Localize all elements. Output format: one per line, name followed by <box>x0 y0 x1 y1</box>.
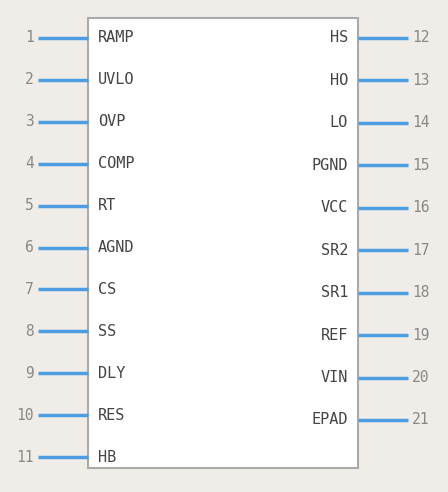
Text: AGND: AGND <box>98 240 134 255</box>
Text: 18: 18 <box>412 285 430 300</box>
Text: RES: RES <box>98 407 125 423</box>
Text: 13: 13 <box>412 73 430 88</box>
Text: 15: 15 <box>412 158 430 173</box>
Text: 2: 2 <box>25 72 34 88</box>
Text: 21: 21 <box>412 412 430 428</box>
Text: 6: 6 <box>25 240 34 255</box>
Text: PGND: PGND <box>311 158 348 173</box>
Text: 3: 3 <box>25 114 34 129</box>
Text: SR2: SR2 <box>321 243 348 258</box>
Text: 19: 19 <box>412 328 430 342</box>
Text: 8: 8 <box>25 324 34 339</box>
Text: VIN: VIN <box>321 370 348 385</box>
Text: OVP: OVP <box>98 114 125 129</box>
Text: SR1: SR1 <box>321 285 348 300</box>
Text: COMP: COMP <box>98 156 134 171</box>
Text: EPAD: EPAD <box>311 412 348 428</box>
Text: 20: 20 <box>412 370 430 385</box>
Text: 17: 17 <box>412 243 430 258</box>
Text: LO: LO <box>330 116 348 130</box>
Text: 5: 5 <box>25 198 34 213</box>
Text: 12: 12 <box>412 31 430 45</box>
Text: 16: 16 <box>412 200 430 215</box>
Text: REF: REF <box>321 328 348 342</box>
Text: 9: 9 <box>25 366 34 381</box>
Text: RT: RT <box>98 198 116 213</box>
Text: DLY: DLY <box>98 366 125 381</box>
Text: 14: 14 <box>412 116 430 130</box>
Text: 10: 10 <box>17 407 34 423</box>
Text: 11: 11 <box>17 450 34 464</box>
Text: VCC: VCC <box>321 200 348 215</box>
Text: HS: HS <box>330 31 348 45</box>
Text: 7: 7 <box>25 282 34 297</box>
Text: HO: HO <box>330 73 348 88</box>
Text: CS: CS <box>98 282 116 297</box>
Text: RAMP: RAMP <box>98 31 134 45</box>
Text: HB: HB <box>98 450 116 464</box>
Text: UVLO: UVLO <box>98 72 134 88</box>
Text: 4: 4 <box>25 156 34 171</box>
Text: SS: SS <box>98 324 116 339</box>
Text: 1: 1 <box>25 31 34 45</box>
FancyBboxPatch shape <box>88 18 358 468</box>
